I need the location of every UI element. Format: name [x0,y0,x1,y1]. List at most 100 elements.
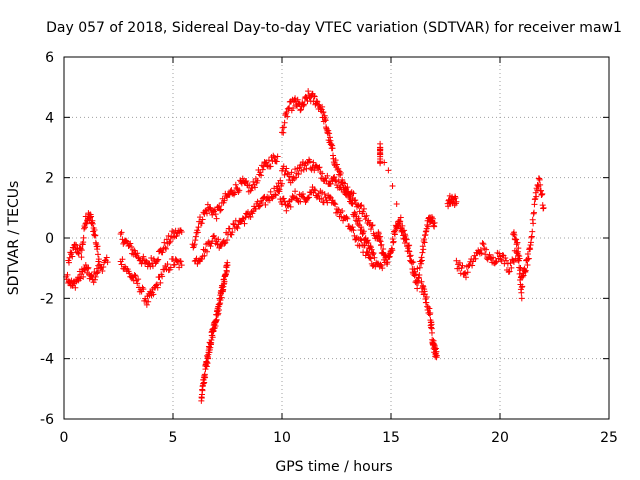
data-point [250,178,257,185]
data-point [320,109,327,116]
data-point [301,101,308,108]
data-point [159,273,166,280]
data-point [365,251,372,258]
data-point [138,260,145,267]
data-point [369,262,376,269]
data-point [319,103,326,110]
data-point [139,284,146,291]
data-point [154,257,161,264]
data-point [271,154,278,161]
data-point [247,214,254,221]
data-point [297,106,304,113]
data-point [167,238,174,245]
y-tick-label: 6 [45,50,54,66]
data-point [273,158,280,165]
data-point [91,226,98,233]
data-point [358,202,365,209]
data-point [207,243,214,250]
data-point [78,247,85,254]
data-point [164,261,171,268]
data-point [221,240,228,247]
data-point [423,299,430,306]
data-point [256,203,263,210]
data-point [354,220,361,227]
data-point [333,161,340,168]
data-point [286,173,293,180]
chart-title: Day 057 of 2018, Sidereal Day-to-day VTE… [46,20,622,36]
data-point [461,270,468,277]
data-point [518,295,525,302]
x-tick-label: 25 [600,430,618,446]
data-point [361,242,368,249]
data-point [135,276,142,283]
data-point [178,228,185,235]
data-point [132,272,139,279]
data-point [203,207,210,214]
data-point [166,239,173,246]
data-point [326,193,333,200]
data-point [287,203,294,210]
data-point [381,159,388,166]
data-point [360,228,367,235]
data-point [150,291,157,298]
data-point [265,157,272,164]
data-point [477,246,484,253]
data-point [357,203,364,210]
data-point [259,166,266,173]
data-point [365,239,372,246]
data-point [506,268,513,275]
data-point [492,259,499,266]
data-point [279,201,285,208]
data-point [149,263,156,270]
x-tick-label: 10 [273,430,291,446]
data-point [326,130,333,137]
data-point [66,259,73,266]
data-point [385,167,392,174]
data-point [91,276,98,283]
data-point [456,259,463,266]
data-point [258,172,265,179]
data-point [292,188,299,195]
data-point [335,178,342,185]
data-point [211,235,218,242]
data-point [297,107,304,114]
data-point [229,229,236,236]
data-point [472,255,479,262]
data-point [319,170,326,177]
data-point [205,239,212,246]
y-tick-label: 2 [45,171,54,187]
data-point [374,260,381,267]
data-point [267,188,274,195]
data-point [415,279,422,286]
data-point [368,246,375,253]
data-point [127,240,134,247]
data-point [411,266,418,273]
data-point [306,158,313,165]
data-point [262,201,269,208]
data-point [218,294,225,301]
data-point [378,241,385,248]
data-point [254,198,261,205]
data-point [211,206,218,213]
data-point [338,213,345,220]
data-point [418,257,425,264]
data-point [504,260,511,267]
data-point [389,183,396,190]
data-point [283,207,290,214]
data-point [390,238,397,245]
data-point [192,237,199,244]
data-point [377,158,384,165]
data-point [426,305,433,312]
data-point [428,329,435,336]
data-point [459,262,466,269]
data-point [502,254,509,261]
data-point [496,250,503,257]
data-point [165,232,172,239]
data-point [280,129,287,136]
data-point [78,254,85,261]
data-point [397,218,404,225]
data-point [433,352,440,359]
data-point [236,187,243,194]
data-point [516,264,523,271]
